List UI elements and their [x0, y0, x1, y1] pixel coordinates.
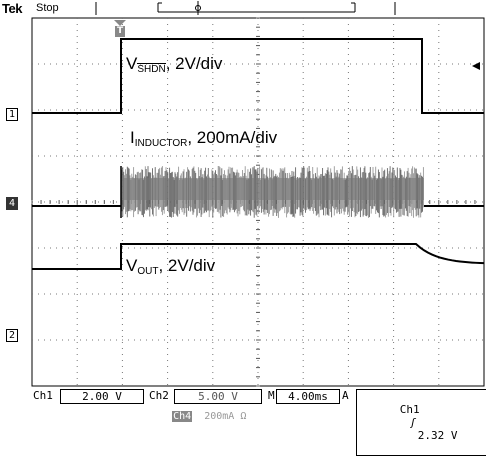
- trigger-marker-label: T: [117, 26, 124, 36]
- shdn-annotation: VSHDN, 2V/div: [126, 54, 223, 75]
- inductor-subscript: INDUCTOR: [134, 138, 188, 149]
- trigger-mode: A: [342, 389, 349, 402]
- inductor-prefix: I: [130, 128, 135, 147]
- ch4-label: Ch4: [172, 411, 193, 422]
- trigger-level: 2.32 V: [417, 429, 458, 442]
- inductor-annotation: IINDUCTOR, 200mA/div: [130, 128, 278, 149]
- vout-suffix: , 2V/div: [158, 256, 216, 275]
- channel-1-marker: 1: [6, 108, 18, 121]
- trigger-readout: Ch1 ʃ 2.32 V: [356, 389, 486, 456]
- ch1-label: Ch1: [33, 389, 53, 402]
- trigger-level-arrow: [472, 58, 482, 76]
- timebase-label: M: [268, 389, 275, 402]
- shdn-subscript: SHDN: [137, 63, 166, 75]
- channel-2-marker: 2: [6, 329, 18, 342]
- trigger-position-marker: T: [114, 20, 126, 38]
- inductor-suffix: , 200mA/div: [187, 128, 278, 147]
- trigger-slope-icon: ʃ: [409, 416, 417, 429]
- ch2-label: Ch2: [149, 389, 169, 402]
- timebase-value: 4.00ms: [276, 389, 340, 404]
- vout-subscript: OUT: [137, 266, 159, 277]
- shdn-suffix: , 2V/div: [165, 54, 223, 73]
- record-position-indicator: [95, 1, 396, 15]
- channel-4-marker: 4: [6, 197, 18, 210]
- status-header: Tek Stop: [0, 0, 486, 18]
- acquisition-state: Stop: [36, 2, 59, 14]
- ch4-scale: 200mA Ω: [204, 411, 247, 422]
- shdn-trace: [32, 38, 484, 114]
- shdn-prefix: V: [126, 54, 138, 73]
- ch4-readout-partial: Ch4 200mA Ω: [148, 400, 246, 433]
- ch2-scale: 5.00 V: [174, 389, 262, 404]
- trigger-source: Ch1: [399, 403, 420, 416]
- vout-trace: [32, 243, 485, 270]
- vout-annotation: VOUT, 2V/div: [126, 256, 216, 277]
- vout-prefix: V: [126, 256, 138, 275]
- waveform-graticule: [31, 17, 485, 387]
- inductor-ripple-band: [120, 166, 424, 218]
- ch1-scale: 2.00 V: [60, 389, 144, 404]
- inductor-ripple-core: [121, 178, 424, 200]
- brand-logo: Tek: [2, 1, 22, 16]
